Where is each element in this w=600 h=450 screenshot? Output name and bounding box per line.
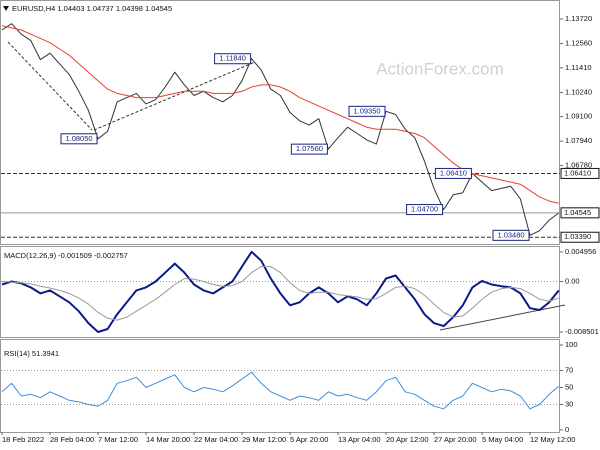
annotation-box <box>406 204 444 216</box>
macd-trend-line <box>439 304 566 331</box>
panel-title: MACD(12,26,9) -0.001509 -0.002757 <box>4 251 128 260</box>
watermark: ActionForex.com <box>376 59 504 78</box>
x-tick-label: 22 Mar 04:00 <box>194 435 238 444</box>
trend-line <box>93 61 256 131</box>
annotation-label: 1.07560 <box>296 144 323 153</box>
level-label-box <box>560 167 600 179</box>
x-tick-label: 12 May 12:00 <box>530 435 575 444</box>
trend-line <box>7 41 93 131</box>
level-label: 1.04545 <box>564 208 591 217</box>
macd-frame <box>0 246 560 338</box>
panel-title: EURUSD,H4 1.04403 1.04737 1.04398 1.0454… <box>12 4 172 13</box>
x-tick-label: 29 Mar 12:00 <box>242 435 286 444</box>
x-tick-label: 7 Mar 12:00 <box>98 435 138 444</box>
y-tick-label: 1.12560 <box>565 39 592 48</box>
y-tick-label: -0.008501 <box>565 327 599 336</box>
y-tick-label: 1.13720 <box>565 14 592 23</box>
annotation-label: 1.09350 <box>353 106 380 115</box>
x-tick-label: 5 May 04:00 <box>482 435 523 444</box>
y-tick-label: 1.06780 <box>565 161 592 170</box>
annotation-box <box>60 133 98 145</box>
y-tick-label: 0 <box>565 425 569 434</box>
y-tick-label: 0.00 <box>565 276 580 285</box>
series-line <box>1 23 560 236</box>
y-tick-label: 70 <box>565 365 573 374</box>
x-tick-label: 18 Feb 2022 <box>2 435 44 444</box>
y-tick-label: 1.07940 <box>565 136 592 145</box>
x-tick-label: 13 Apr 04:00 <box>338 435 381 444</box>
y-tick-label: 100 <box>565 340 578 349</box>
annotation-label: 1.11840 <box>219 54 246 63</box>
annotation-label: 1.06410 <box>440 168 467 177</box>
price-frame <box>0 0 560 245</box>
x-tick-label: 5 Apr 20:00 <box>290 435 328 444</box>
level-label: 1.06410 <box>564 168 591 177</box>
annotation-box <box>214 53 252 65</box>
level-label: 1.03390 <box>564 232 591 241</box>
y-tick-label: 1.10240 <box>565 88 592 97</box>
level-label-box <box>560 231 600 243</box>
x-tick-label: 28 Feb 04:00 <box>50 435 94 444</box>
annotation-box <box>492 229 530 241</box>
y-tick-label: 1.11410 <box>565 63 592 72</box>
annotation-box <box>290 143 328 155</box>
y-tick-label: 1.09100 <box>565 112 592 121</box>
annotation-label: 1.08050 <box>65 134 92 143</box>
y-tick-label: 50 <box>565 382 573 391</box>
level-label-box <box>560 207 600 219</box>
annotation-label: 1.04700 <box>411 205 438 214</box>
series-line <box>1 250 560 333</box>
symbol-marker <box>3 6 9 11</box>
annotation-box <box>434 167 472 179</box>
annotation-box <box>348 105 386 117</box>
series-line <box>1 266 559 321</box>
x-tick-label: 27 Apr 20:00 <box>434 435 477 444</box>
rsi-frame <box>0 339 560 433</box>
x-tick-label: 14 Mar 20:00 <box>146 435 190 444</box>
series-line <box>1 371 560 410</box>
panel-title: RSI(14) 51.3941 <box>4 349 59 358</box>
y-tick-label: 30 <box>565 399 573 408</box>
y-tick-label: 0.004956 <box>565 247 596 256</box>
x-tick-label: 20 Apr 12:00 <box>386 435 429 444</box>
annotation-label: 1.03480 <box>497 230 524 239</box>
